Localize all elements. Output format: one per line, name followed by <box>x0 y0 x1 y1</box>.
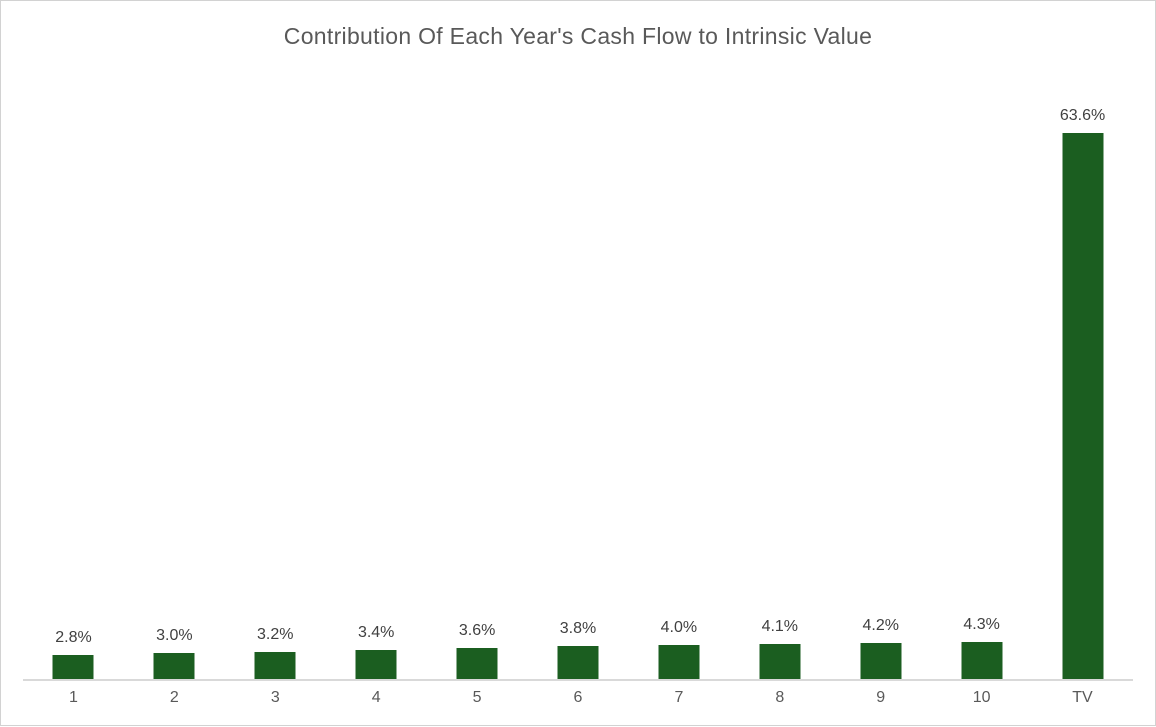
category-label: 2 <box>169 689 179 706</box>
bar-slot: 3.2% <box>225 1 326 679</box>
bar-value-label: 4.3% <box>963 616 1000 633</box>
bar-value-label: 3.8% <box>559 620 597 637</box>
bar <box>456 648 498 679</box>
bar-slot: 3.8% <box>528 1 629 679</box>
bar-slot: 4.3% <box>931 1 1032 679</box>
chart-title: Contribution Of Each Year's Cash Flow to… <box>283 23 873 49</box>
bar-value-label: 63.6% <box>1059 107 1106 124</box>
bar <box>355 650 397 679</box>
bar <box>153 653 195 679</box>
bar-slot: 3.0% <box>124 1 225 679</box>
bar-slot: 3.6% <box>427 1 528 679</box>
bar-value-label: 4.2% <box>862 617 899 634</box>
bar <box>1062 133 1104 679</box>
bar-value-label: 3.0% <box>156 627 193 644</box>
category-label: TV <box>1072 689 1093 706</box>
bar-value-label: 3.6% <box>458 622 496 639</box>
bar <box>52 655 94 679</box>
category-label: 1 <box>69 689 78 706</box>
category-label: 6 <box>573 689 583 706</box>
bar-value-label: 3.2% <box>257 626 294 643</box>
bar-value-label: 4.1% <box>761 618 799 635</box>
bar <box>961 642 1003 679</box>
bar-slot: 2.8% <box>23 1 124 679</box>
category-label: 4 <box>371 689 381 706</box>
category-label: 9 <box>876 689 886 706</box>
bar-slot: 63.6% <box>1032 1 1133 679</box>
bar-value-label: 4.0% <box>660 619 698 636</box>
category-label: 7 <box>674 689 684 706</box>
bar-value-label: 3.4% <box>357 624 395 641</box>
bar <box>860 643 902 679</box>
bar <box>254 652 296 679</box>
category-label: 8 <box>775 689 785 706</box>
category-labels: 1 2 3 4 5 6 7 8 9 10 TV <box>23 690 1133 706</box>
bar-slot: 4.0% <box>628 1 729 679</box>
x-axis-line <box>23 679 1133 681</box>
bar-slot: 4.2% <box>830 1 931 679</box>
category-label: 5 <box>472 689 482 706</box>
bar-value-label: 2.8% <box>55 629 92 646</box>
category-label: 10 <box>972 689 991 706</box>
bar <box>759 644 801 679</box>
plot-area: 2.8% 3.0% 3.2% 3.4% 3.6% 3.8% 4.0% 4.1% 4.2% 4.3%… <box>23 1 1133 727</box>
bar <box>658 645 700 679</box>
bar-slot: 4.1% <box>729 1 830 679</box>
category-label: 3 <box>270 689 280 706</box>
bar-slots: 2.8% 3.0% 3.2% 3.4% 3.6% 3.8% 4.0% 4.1% 4.2% 4.3%… <box>23 1 1133 679</box>
bar-slot: 3.4% <box>326 1 427 679</box>
bar <box>557 646 599 679</box>
